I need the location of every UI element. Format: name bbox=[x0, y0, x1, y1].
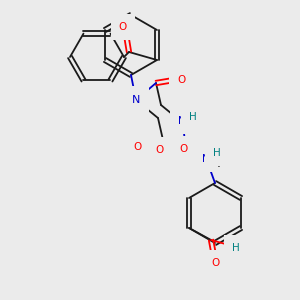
Text: H: H bbox=[189, 112, 197, 122]
Text: N: N bbox=[202, 154, 210, 164]
Text: O: O bbox=[119, 22, 127, 32]
Text: N: N bbox=[132, 95, 140, 105]
Text: N: N bbox=[178, 116, 186, 126]
Text: O: O bbox=[134, 142, 142, 152]
Text: O: O bbox=[156, 145, 164, 155]
Text: O: O bbox=[177, 75, 185, 85]
Text: O: O bbox=[211, 258, 219, 268]
Text: H: H bbox=[232, 243, 240, 253]
Text: H: H bbox=[213, 148, 221, 158]
Text: O: O bbox=[179, 144, 187, 154]
